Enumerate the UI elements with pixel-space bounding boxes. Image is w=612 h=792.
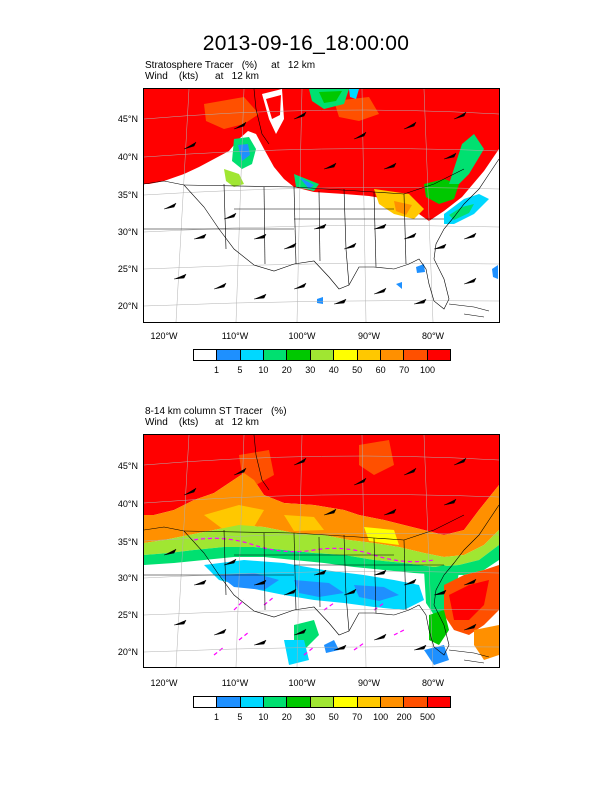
colorbar-swatch (217, 350, 241, 360)
colorbar-swatch (357, 697, 381, 707)
colorbar-label: 5 (237, 365, 243, 375)
panel1-lat-label: 20°N (117, 301, 138, 311)
panel1-lon-label: 80°W (421, 331, 445, 341)
panel2-lat-label: 30°N (117, 573, 138, 583)
colorbar-swatch (334, 697, 358, 707)
panel1-lat-label: 35°N (117, 190, 138, 200)
colorbar-label: 1 (213, 712, 219, 722)
colorbar-label: 40 (328, 365, 339, 375)
panel2-lat-label: 40°N (117, 499, 138, 509)
colorbar-label: 60 (375, 365, 386, 375)
panel1-colorbar (193, 349, 451, 361)
colorbar-label: 50 (352, 365, 363, 375)
panel1-title-line2: Wind (kts) at 12 km (145, 71, 259, 82)
panel1-lon-label: 120°W (150, 331, 178, 341)
panel1-lon-label: 110°W (221, 331, 249, 341)
colorbar-swatch (287, 697, 311, 707)
colorbar-label: 70 (399, 365, 410, 375)
colorbar-swatch (264, 697, 288, 707)
colorbar-swatch (194, 350, 218, 360)
colorbar-label: 100 (420, 365, 436, 375)
panel2-lat-label: 25°N (117, 610, 138, 620)
panel1-map (143, 88, 500, 323)
colorbar-label: 20 (281, 712, 292, 722)
colorbar-swatch (404, 350, 428, 360)
colorbar-label: 20 (281, 365, 292, 375)
colorbar-label: 30 (305, 365, 316, 375)
figure-title: 2013-09-16_18:00:00 (202, 32, 410, 55)
panel1-lon-label: 90°W (357, 331, 381, 341)
panel2-title-line2: Wind (kts) at 12 km (145, 417, 259, 428)
colorbar-label: 30 (305, 712, 316, 722)
colorbar-swatch (240, 697, 265, 707)
panel2-map (143, 434, 500, 668)
colorbar-swatch (240, 350, 265, 360)
colorbar-label: 5 (237, 712, 243, 722)
colorbar-label: 70 (352, 712, 363, 722)
panel2-colorbar (193, 696, 451, 708)
panel2-lat-label: 20°N (117, 647, 138, 657)
colorbar-swatch (334, 350, 358, 360)
panel2-title-line1: 8-14 km column ST Tracer (%) (145, 406, 287, 417)
colorbar-swatch (264, 350, 288, 360)
colorbar-label: 100 (373, 712, 389, 722)
colorbar-swatch (217, 697, 241, 707)
colorbar-label: 10 (258, 365, 269, 375)
colorbar-swatch (194, 697, 218, 707)
colorbar-swatch (380, 697, 405, 707)
colorbar-swatch (310, 350, 335, 360)
colorbar-swatch (427, 350, 450, 360)
colorbar-swatch (404, 697, 428, 707)
panel2-lon-label: 100°W (288, 678, 316, 688)
panel2-lon-label: 80°W (421, 678, 445, 688)
panel2-lon-label: 110°W (221, 678, 249, 688)
colorbar-label: 200 (396, 712, 412, 722)
colorbar-label: 10 (258, 712, 269, 722)
panel1-lat-label: 30°N (117, 227, 138, 237)
colorbar-swatch (427, 697, 450, 707)
panel2-lat-label: 35°N (117, 537, 138, 547)
panel1-lat-label: 45°N (117, 114, 138, 124)
panel1-title-line1: Stratosphere Tracer (%) at 12 km (145, 60, 316, 71)
colorbar-swatch (357, 350, 381, 360)
panel1-lon-label: 100°W (288, 331, 316, 341)
colorbar-label: 500 (420, 712, 436, 722)
colorbar-swatch (310, 697, 335, 707)
panel2-lon-label: 120°W (150, 678, 178, 688)
panel2-lon-label: 90°W (357, 678, 381, 688)
panel1-lat-label: 40°N (117, 152, 138, 162)
colorbar-swatch (380, 350, 405, 360)
panel2-lat-label: 45°N (117, 461, 138, 471)
colorbar-label: 1 (213, 365, 219, 375)
colorbar-swatch (287, 350, 311, 360)
colorbar-label: 50 (328, 712, 339, 722)
panel1-lat-label: 25°N (117, 264, 138, 274)
